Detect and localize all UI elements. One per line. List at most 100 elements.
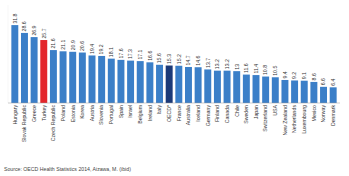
data-label: 10.8 bbox=[262, 65, 268, 75]
category-label: Hungary bbox=[12, 105, 18, 125]
category-label: Portugal bbox=[108, 105, 114, 124]
bar bbox=[214, 71, 221, 103]
bar bbox=[146, 62, 153, 103]
category-label: France bbox=[176, 105, 182, 121]
category-label: Slovenia bbox=[98, 105, 104, 125]
category-label: Sweden bbox=[243, 105, 249, 124]
data-label: 14.6 bbox=[195, 56, 201, 66]
data-label: 9.2 bbox=[291, 72, 297, 79]
y-range-line bbox=[8, 5, 9, 103]
bar bbox=[195, 67, 202, 103]
bar bbox=[137, 61, 144, 103]
bar bbox=[330, 87, 337, 103]
chart: 31.8 Hungary 28.6 Slovak Republic 26.9 Greece… bbox=[0, 0, 349, 176]
category-label: Estonia bbox=[70, 105, 76, 122]
bar bbox=[262, 77, 269, 103]
bar bbox=[291, 80, 298, 103]
data-label: 6.6 bbox=[320, 78, 326, 85]
bar bbox=[108, 59, 115, 103]
bar bbox=[31, 37, 38, 103]
bar bbox=[320, 87, 327, 103]
category-label: Israel bbox=[127, 105, 133, 118]
category-label: Iceland bbox=[195, 105, 201, 122]
data-label: 21.1 bbox=[60, 40, 66, 50]
category-label: Slovak Republic bbox=[21, 105, 27, 143]
category-label: Chile bbox=[234, 105, 240, 117]
bar bbox=[50, 50, 57, 103]
bar bbox=[185, 67, 192, 103]
category-label: Austria bbox=[89, 105, 95, 121]
category-label: Switzerland bbox=[262, 105, 268, 132]
category-label: Czech Republic bbox=[50, 105, 56, 142]
baseline bbox=[8, 103, 340, 104]
data-label: 15.3 bbox=[166, 54, 172, 64]
category-label: Canada bbox=[224, 105, 230, 123]
bars bbox=[11, 25, 336, 103]
data-label: 14.7 bbox=[185, 55, 191, 65]
data-label: 20.6 bbox=[79, 41, 85, 51]
bar bbox=[204, 69, 211, 103]
bar bbox=[281, 80, 288, 103]
data-label: 21.6 bbox=[50, 38, 56, 48]
data-label: 19.2 bbox=[98, 44, 104, 54]
bar bbox=[98, 56, 105, 103]
bar bbox=[117, 60, 124, 103]
bar bbox=[224, 71, 231, 103]
bar bbox=[156, 65, 163, 103]
source-note: Source: OECD Health Statistics 2014, Aiz… bbox=[4, 166, 131, 172]
bar bbox=[79, 53, 86, 103]
category-label: Australia bbox=[185, 105, 191, 125]
data-label: 10.5 bbox=[272, 66, 278, 76]
category-label: Finland bbox=[214, 105, 220, 122]
category-label: Luxembourg bbox=[301, 105, 307, 134]
data-label: 19.4 bbox=[89, 44, 95, 54]
data-label: 18.1 bbox=[108, 47, 114, 57]
data-label: 13.7 bbox=[205, 58, 211, 68]
category-label: Germany bbox=[205, 105, 211, 127]
category-label: Ireland bbox=[147, 105, 153, 121]
data-label: 25.7 bbox=[41, 28, 47, 38]
category-label: USA bbox=[272, 104, 278, 115]
category-label: Greece bbox=[31, 105, 37, 122]
bar bbox=[69, 52, 76, 103]
category-label: Denmark bbox=[330, 105, 336, 126]
data-label: 6.4 bbox=[330, 78, 336, 85]
data-label: 17.1 bbox=[137, 49, 143, 59]
data-label: 13 bbox=[234, 64, 240, 70]
category-label: Poland bbox=[60, 105, 66, 121]
data-label: 8.6 bbox=[311, 73, 317, 80]
bar bbox=[11, 25, 18, 103]
data-label: 15.2 bbox=[176, 54, 182, 64]
category-label: Japan bbox=[253, 105, 259, 119]
data-label: 31.8 bbox=[12, 13, 18, 23]
category-label: OECD* bbox=[166, 105, 172, 122]
data-label: 20.9 bbox=[70, 40, 76, 50]
bar bbox=[272, 77, 279, 103]
data-label: 13.2 bbox=[214, 59, 220, 69]
data-label: 16.6 bbox=[147, 51, 153, 61]
category-label: Korea bbox=[79, 105, 85, 119]
data-label: 9.1 bbox=[301, 72, 307, 79]
category-label: New Zealand bbox=[282, 105, 288, 136]
data-label: 9.4 bbox=[282, 71, 288, 78]
data-label: 13.2 bbox=[224, 59, 230, 69]
data-label: 11.6 bbox=[243, 63, 249, 73]
bar bbox=[233, 71, 240, 103]
bar bbox=[89, 55, 96, 103]
bar bbox=[21, 33, 28, 103]
bar bbox=[310, 82, 317, 103]
data-label: 28.6 bbox=[21, 21, 27, 31]
bar bbox=[166, 66, 173, 103]
category-label: Norway bbox=[320, 105, 326, 123]
bar bbox=[243, 75, 250, 103]
category-label: Spain bbox=[118, 105, 124, 118]
category-label: Belgium bbox=[137, 105, 143, 124]
data-label: 17.6 bbox=[118, 48, 124, 58]
data-label: 26.9 bbox=[31, 25, 37, 35]
bar bbox=[175, 66, 182, 103]
category-label: Italy bbox=[156, 105, 162, 115]
category-label: Mexico bbox=[311, 105, 317, 122]
category-label: Turkey bbox=[41, 105, 47, 121]
bar bbox=[60, 51, 67, 103]
data-label: 17.3 bbox=[127, 49, 133, 59]
